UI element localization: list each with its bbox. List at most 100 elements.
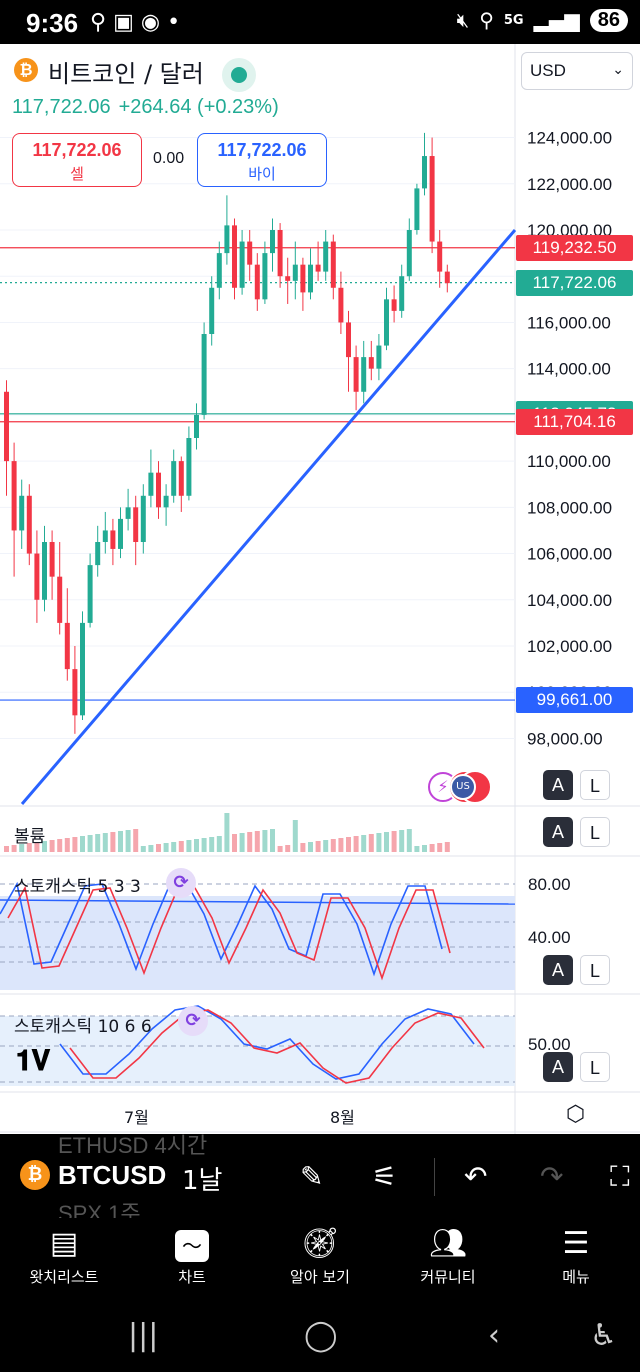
symbol-header: ₿ 비트코인 / 달러 117,722.06 +264.64 (+0.23%) — [0, 44, 515, 124]
mute-icon: 🔇︎ — [456, 8, 470, 32]
symbol-title[interactable]: 비트코인 / 달러 — [48, 60, 204, 88]
main-pane-l-button[interactable]: L — [580, 770, 610, 800]
volume-bar — [87, 835, 93, 852]
volume-bar — [239, 833, 245, 852]
sell-button[interactable]: 117,722.06 셀 — [12, 133, 142, 187]
candle — [42, 542, 47, 600]
accessibility-icon[interactable]: ♿︎ — [590, 1318, 617, 1353]
status-bar: 9:36 ⚲ ▣ ◉ • 🔇︎ ⚲ 5G ▂▄▆ 86 — [0, 0, 640, 44]
volume-bar — [42, 841, 47, 852]
ticker-selector[interactable]: BTCUSD — [58, 1160, 167, 1190]
main-pane-a-button[interactable]: A — [543, 770, 573, 800]
nav-watchlist[interactable]: ▤ 왓치리스트 — [0, 1226, 128, 1287]
bottom-toolbar: ETHUSD 4시간 SPX 1주 ₿ BTCUSD 1날 ✎ ⚟ ↶ ↷ ⛶ — [0, 1133, 640, 1226]
stoch1-l-button[interactable]: L — [580, 955, 610, 985]
candle — [414, 188, 420, 230]
stoch1-a-button[interactable]: A — [543, 955, 573, 985]
candle — [376, 345, 382, 369]
volume-bar — [133, 829, 139, 852]
back-icon[interactable]: ‹ — [488, 1318, 500, 1353]
stoch1-pane-label: 스토캐스틱 5 3 3 — [14, 877, 141, 897]
stoch1-tick: 40.00 — [528, 928, 571, 947]
candle — [156, 472, 161, 508]
price-tag-last: 117,722.06 — [516, 269, 633, 296]
toolbar-divider — [434, 1158, 435, 1196]
candle — [133, 507, 139, 542]
volume-pane-a-button[interactable]: A — [543, 817, 573, 847]
candle — [292, 264, 298, 281]
candle — [323, 241, 329, 272]
nav-community[interactable]: 👥︎ 커뮤니티 — [384, 1226, 512, 1287]
volume-bar — [300, 843, 306, 852]
volume-bar — [148, 845, 154, 852]
candle — [247, 241, 253, 265]
nav-watchlist-label: 왓치리스트 — [29, 1268, 99, 1286]
stoch2-l-button[interactable]: L — [580, 1052, 610, 1082]
price-change: +264.64 (+0.23%) — [118, 96, 279, 118]
candle — [308, 264, 313, 293]
volume-bar — [216, 836, 222, 852]
volume-bar — [346, 837, 351, 852]
sell-price: 117,722.06 — [32, 140, 122, 160]
home-icon[interactable]: ◯ — [304, 1318, 338, 1353]
nav-explore-label: 알아 보기 — [290, 1268, 350, 1286]
volume-bar — [80, 836, 85, 852]
draw-pen-icon[interactable]: ✎ — [300, 1160, 324, 1193]
refresh-icon[interactable]: ⟳ — [166, 868, 196, 898]
volume-pane-l-button[interactable]: L — [580, 817, 610, 847]
price-tag-blue[interactable]: 99,661.00 — [516, 687, 633, 714]
candle — [201, 334, 207, 415]
economic-event-icon[interactable]: ⚡ US — [428, 770, 496, 804]
buy-button[interactable]: 117,722.06 바이 — [197, 133, 327, 187]
nav-chart[interactable]: 〜 차트 — [128, 1226, 256, 1287]
redo-icon[interactable]: ↷ — [540, 1160, 564, 1193]
candle — [285, 276, 291, 281]
fullscreen-icon[interactable]: ⛶ — [610, 1160, 630, 1193]
candle — [391, 299, 397, 311]
candle — [224, 225, 230, 254]
candle — [330, 241, 336, 288]
chart-icon: 〜 — [175, 1230, 209, 1262]
y-tick-label: 122,000.00 — [527, 175, 612, 194]
chart-settings-icon[interactable]: ⬡ — [566, 1102, 586, 1127]
price-tag-resistance[interactable]: 119,232.50 — [516, 234, 633, 261]
volume-bar — [262, 830, 268, 852]
nav-explore[interactable]: 🧭︎ 알아 보기 — [256, 1226, 384, 1287]
interval-selector[interactable]: 1날 — [182, 1166, 223, 1196]
refresh-icon[interactable]: ⟳ — [178, 1006, 208, 1036]
candle — [148, 472, 154, 496]
candle — [34, 553, 40, 600]
candle — [102, 530, 108, 542]
nav-menu[interactable]: ☰ 메뉴 — [512, 1226, 640, 1287]
volume-bar — [437, 843, 443, 852]
volume-bar — [49, 840, 55, 852]
stoch2-a-button[interactable]: A — [543, 1052, 573, 1082]
currency-select[interactable]: USD ⌄ — [521, 52, 633, 90]
candle — [87, 565, 93, 623]
candle — [95, 542, 101, 566]
volume-bar — [414, 846, 420, 852]
candle — [194, 414, 199, 438]
volume-bar — [171, 842, 177, 852]
volume-bar — [64, 838, 70, 852]
candle — [444, 271, 450, 284]
y-tick-label: 108,000.00 — [527, 498, 612, 517]
stoch2-k-line — [59, 1005, 475, 1080]
volume-bar — [285, 845, 291, 852]
volume-bar — [209, 837, 215, 852]
market-status-icon[interactable] — [222, 58, 256, 92]
candle — [4, 391, 9, 462]
bitcoin-icon: ₿ — [14, 58, 38, 82]
volume-bar — [224, 813, 230, 852]
volume-bar — [4, 846, 9, 852]
recent-apps-icon[interactable]: ||| — [128, 1318, 159, 1353]
price-tag-support-red[interactable]: 111,704.16 — [516, 408, 633, 435]
undo-icon[interactable]: ↶ — [464, 1160, 488, 1193]
volume-bar — [19, 844, 25, 852]
indicator-settings-icon[interactable]: ⚟ — [372, 1160, 398, 1193]
nav-community-label: 커뮤니티 — [420, 1268, 476, 1286]
price-line: 117,722.06 +264.64 (+0.23%) — [12, 96, 279, 119]
candle — [422, 156, 427, 189]
menu-icon: ☰ — [562, 1226, 590, 1261]
volume-bar — [315, 841, 321, 852]
